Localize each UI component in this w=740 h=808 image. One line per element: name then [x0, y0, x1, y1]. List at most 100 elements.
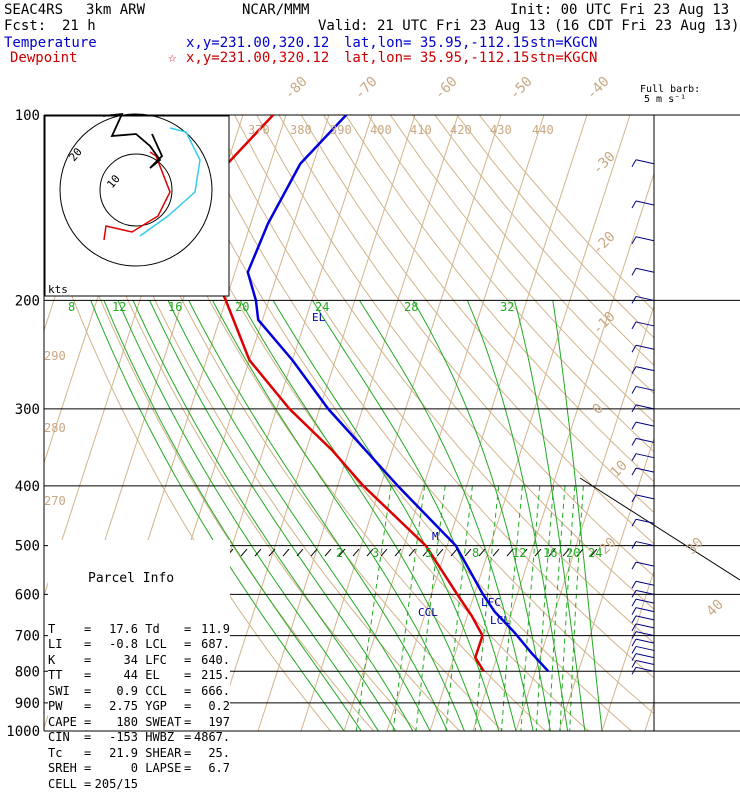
frame-slope	[580, 478, 740, 580]
wind-barb-flag	[632, 562, 636, 569]
wind-barb-flag	[632, 654, 636, 661]
parcel-eq: =	[84, 761, 94, 777]
parcel-label: Td	[138, 622, 184, 638]
parcel-label: PW	[48, 699, 84, 715]
wind-barb-flag	[632, 160, 636, 167]
dry-adiabat-label: 420	[450, 123, 472, 137]
wind-barb-flag	[632, 422, 636, 429]
wind-barb	[636, 160, 654, 164]
parcel-value: -153	[94, 730, 138, 746]
isotherm-label: -20	[590, 229, 619, 258]
wind-barb-flag	[632, 268, 636, 275]
hatch-tick	[325, 549, 331, 556]
hatch-tick	[437, 549, 443, 556]
mixing-ratio-label: 28	[404, 300, 418, 314]
parcel-eq: =	[84, 777, 94, 793]
mixing-ratio-label: 12	[112, 300, 126, 314]
isotherm-label: 10	[608, 458, 631, 481]
wind-barb	[636, 345, 654, 349]
parcel-value: 11.9	[194, 622, 230, 638]
wind-barb	[636, 624, 654, 628]
wind-barb-flag	[632, 468, 636, 475]
isotherm-label: -60	[432, 74, 461, 103]
parcel-label: LCL	[138, 637, 184, 653]
parcel-eq: =	[84, 653, 94, 669]
mixing-ratio-label: 24	[588, 546, 602, 560]
wind-barb-flag	[632, 201, 636, 208]
parcel-value: 205/15	[94, 777, 138, 793]
barb-key-value: 5 m s⁻¹	[644, 94, 686, 105]
wind-barb	[636, 268, 654, 272]
dry-adiabat-label: 390	[330, 123, 352, 137]
mixing-ratio-line	[521, 486, 540, 731]
parcel-label: SWI	[48, 684, 84, 700]
dry-adiabat-label: 370	[248, 123, 270, 137]
parcel-label: CIN	[48, 730, 84, 746]
parcel-row: SREH=0 LAPSE=6.7	[48, 761, 230, 777]
parcel-row: PW=2.75 YGP=0.2	[48, 699, 230, 715]
dry-adiabat-label: 430	[490, 123, 512, 137]
mixing-ratio-label: 32	[500, 300, 514, 314]
hatch-tick	[297, 549, 303, 556]
isotherm-line	[387, 115, 587, 731]
wind-barb	[636, 581, 654, 585]
parcel-value: 0.9	[94, 684, 138, 700]
dry-adiabat-label: 410	[410, 123, 432, 137]
parcel-label: SWEAT	[138, 715, 184, 731]
parcel-label: LFC	[138, 653, 184, 669]
parcel-row: CIN=-153 HWBZ=4867.	[48, 730, 230, 746]
parcel-value: 44	[94, 668, 138, 684]
wind-barb-flag	[632, 386, 636, 393]
pressure-tick-label: 500	[15, 539, 40, 555]
hatch-tick	[479, 549, 485, 556]
mixing-ratio-label: 8	[68, 300, 75, 314]
isotherm-line	[430, 115, 630, 731]
parcel-eq: =	[84, 622, 94, 638]
level-label-lcl: LCL	[490, 614, 510, 627]
isotherm-label: -70	[352, 74, 381, 103]
wind-barb	[636, 542, 654, 546]
parcel-eq: =	[184, 761, 194, 777]
isotherm-line	[602, 115, 740, 731]
mixing-ratio-line	[356, 486, 391, 731]
hatch-tick	[465, 549, 471, 556]
parcel-value: 17.6	[94, 622, 138, 638]
parcel-value: 687.	[194, 637, 230, 653]
parcel-label: CELL	[48, 777, 84, 793]
parcel-eq: =	[184, 715, 194, 731]
wind-barb-flag	[632, 661, 636, 668]
parcel-value: 180	[94, 715, 138, 731]
dry-adiabat-label: 270	[44, 494, 66, 508]
parcel-label: LI	[48, 637, 84, 653]
hatch-tick	[241, 549, 247, 556]
wind-barb-flag	[632, 581, 636, 588]
mixing-ratio-label: 8	[472, 546, 479, 560]
wind-barb-flag	[632, 646, 636, 653]
isotherm-line	[688, 115, 740, 731]
parcel-row: T=17.6 Td=11.9	[48, 622, 230, 638]
parcel-value: -0.8	[94, 637, 138, 653]
parcel-value: 197	[194, 715, 230, 731]
moist-adiabat-line	[240, 300, 481, 731]
pressure-tick-label: 700	[15, 629, 40, 645]
dry-adiabat-line	[457, 115, 740, 731]
level-label-ccl: CCL	[418, 606, 438, 619]
pressure-tick-label: 200	[15, 293, 40, 309]
wind-barb-flag	[632, 438, 636, 445]
isotherm-label: 40	[704, 597, 727, 620]
isotherm-line	[258, 115, 458, 731]
wind-barb	[636, 468, 654, 472]
parcel-label: YGP	[138, 699, 184, 715]
parcel-eq: =	[184, 699, 194, 715]
pressure-tick-label: 1000	[6, 724, 40, 740]
wind-barb	[636, 322, 654, 326]
mixing-ratio-label: 20	[566, 546, 580, 560]
parcel-value: 0	[94, 761, 138, 777]
wind-barb	[636, 367, 654, 371]
hatch-tick	[283, 549, 289, 556]
wind-barb	[636, 296, 654, 300]
parcel-value: 666.	[194, 684, 230, 700]
pressure-tick-label: 900	[15, 696, 40, 712]
wind-barb-flag	[632, 454, 636, 461]
